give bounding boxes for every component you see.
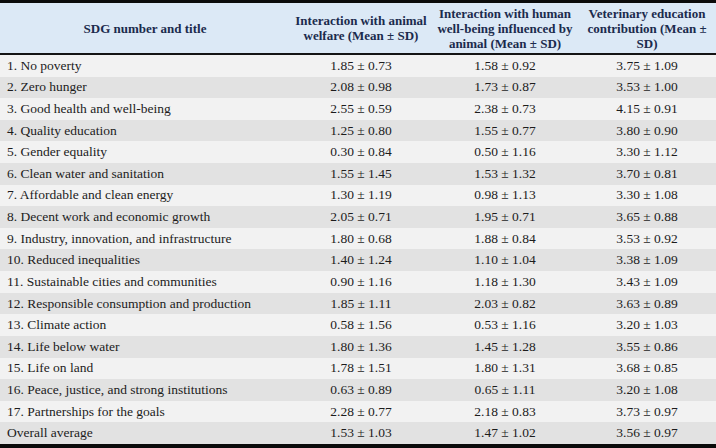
sdg-title-cell: 13. Climate action <box>0 317 290 333</box>
table-row: 6. Clean water and sanitation1.55 ± 1.45… <box>0 163 716 185</box>
table-row: 4. Quality education1.25 ± 0.801.55 ± 0.… <box>0 120 716 142</box>
mean-sd-value-cell: 1.40 ± 1.24 <box>290 252 432 268</box>
sdg-title-cell: 12. Responsible consumption and producti… <box>0 296 290 312</box>
sdg-title-cell: 2. Zero hunger <box>0 79 290 95</box>
mean-sd-value-cell: 0.58 ± 1.56 <box>290 317 432 333</box>
mean-sd-value-cell: 0.63 ± 0.89 <box>290 382 432 398</box>
mean-sd-value-cell: 3.56 ± 0.97 <box>578 425 716 441</box>
sdg-title-cell: 16. Peace, justice, and strong instituti… <box>0 382 290 398</box>
mean-sd-value-cell: 3.80 ± 0.90 <box>578 123 716 139</box>
mean-sd-value-cell: 3.55 ± 0.86 <box>578 339 716 355</box>
mean-sd-value-cell: 3.30 ± 1.12 <box>578 144 716 160</box>
table-row: Overall average1.53 ± 1.031.47 ± 1.023.5… <box>0 422 716 444</box>
mean-sd-value-cell: 1.85 ± 1.11 <box>290 296 432 312</box>
mean-sd-value-cell: 3.73 ± 0.97 <box>578 404 716 420</box>
table-row: 7. Affordable and clean energy1.30 ± 1.1… <box>0 185 716 207</box>
table-row: 9. Industry, innovation, and infrastruct… <box>0 228 716 250</box>
sdg-title-cell: 11. Sustainable cities and communities <box>0 274 290 290</box>
mean-sd-value-cell: 3.68 ± 0.85 <box>578 360 716 376</box>
column-header-sdg-title: SDG number and title <box>0 3 290 53</box>
mean-sd-value-cell: 1.47 ± 1.02 <box>432 425 578 441</box>
sdg-title-cell: 7. Affordable and clean energy <box>0 187 290 203</box>
table-header-row: SDG number and title Interaction with an… <box>0 3 716 55</box>
table-row: 10. Reduced inequalities1.40 ± 1.241.10 … <box>0 249 716 271</box>
mean-sd-value-cell: 1.10 ± 1.04 <box>432 252 578 268</box>
sdg-title-cell: 17. Partnerships for the goals <box>0 404 290 420</box>
mean-sd-value-cell: 1.55 ± 1.45 <box>290 166 432 182</box>
sdg-title-cell: 15. Life on land <box>0 360 290 376</box>
sdg-title-cell: 1. No poverty <box>0 58 290 74</box>
sdg-title-cell: 10. Reduced inequalities <box>0 252 290 268</box>
mean-sd-value-cell: 1.53 ± 1.03 <box>290 425 432 441</box>
mean-sd-value-cell: 3.53 ± 1.00 <box>578 79 716 95</box>
table-row: 11. Sustainable cities and communities0.… <box>0 271 716 293</box>
sdg-title-cell: 9. Industry, innovation, and infrastruct… <box>0 231 290 247</box>
mean-sd-value-cell: 4.15 ± 0.91 <box>578 101 716 117</box>
mean-sd-value-cell: 2.05 ± 0.71 <box>290 209 432 225</box>
mean-sd-value-cell: 1.80 ± 1.36 <box>290 339 432 355</box>
mean-sd-value-cell: 3.53 ± 0.92 <box>578 231 716 247</box>
table-body: 1. No poverty1.85 ± 0.731.58 ± 0.923.75 … <box>0 55 716 444</box>
mean-sd-value-cell: 1.53 ± 1.32 <box>432 166 578 182</box>
sdg-title-cell: 14. Life below water <box>0 339 290 355</box>
mean-sd-value-cell: 3.20 ± 1.08 <box>578 382 716 398</box>
column-header-animal-welfare: Interaction with animal welfare (Mean ± … <box>290 3 432 53</box>
mean-sd-value-cell: 3.43 ± 1.09 <box>578 274 716 290</box>
column-header-human-wellbeing: Interaction with human well-being influe… <box>432 3 578 53</box>
mean-sd-value-cell: 0.98 ± 1.13 <box>432 187 578 203</box>
table-row: 17. Partnerships for the goals2.28 ± 0.7… <box>0 401 716 423</box>
mean-sd-value-cell: 2.03 ± 0.82 <box>432 296 578 312</box>
mean-sd-value-cell: 2.18 ± 0.83 <box>432 404 578 420</box>
sdg-title-cell: 8. Decent work and economic growth <box>0 209 290 225</box>
table-row: 3. Good health and well-being2.55 ± 0.59… <box>0 98 716 120</box>
mean-sd-value-cell: 2.08 ± 0.98 <box>290 79 432 95</box>
table-row: 5. Gender equality0.30 ± 0.840.50 ± 1.16… <box>0 141 716 163</box>
mean-sd-value-cell: 3.30 ± 1.08 <box>578 187 716 203</box>
mean-sd-value-cell: 1.25 ± 0.80 <box>290 123 432 139</box>
table-row: 16. Peace, justice, and strong instituti… <box>0 379 716 401</box>
mean-sd-value-cell: 2.55 ± 0.59 <box>290 101 432 117</box>
mean-sd-value-cell: 0.65 ± 1.11 <box>432 382 578 398</box>
table-row: 1. No poverty1.85 ± 0.731.58 ± 0.923.75 … <box>0 55 716 77</box>
mean-sd-value-cell: 1.73 ± 0.87 <box>432 79 578 95</box>
mean-sd-value-cell: 3.63 ± 0.89 <box>578 296 716 312</box>
table-row: 13. Climate action0.58 ± 1.560.53 ± 1.16… <box>0 314 716 336</box>
table-row: 2. Zero hunger2.08 ± 0.981.73 ± 0.873.53… <box>0 77 716 99</box>
mean-sd-value-cell: 0.90 ± 1.16 <box>290 274 432 290</box>
mean-sd-value-cell: 1.78 ± 1.51 <box>290 360 432 376</box>
mean-sd-value-cell: 2.38 ± 0.73 <box>432 101 578 117</box>
sdg-title-cell: 5. Gender equality <box>0 144 290 160</box>
mean-sd-value-cell: 2.28 ± 0.77 <box>290 404 432 420</box>
mean-sd-value-cell: 0.53 ± 1.16 <box>432 317 578 333</box>
column-header-vet-education: Veterinary education contribution (Mean … <box>578 3 716 53</box>
mean-sd-value-cell: 0.50 ± 1.16 <box>432 144 578 160</box>
mean-sd-value-cell: 1.85 ± 0.73 <box>290 58 432 74</box>
sdg-title-cell: 6. Clean water and sanitation <box>0 166 290 182</box>
mean-sd-value-cell: 0.30 ± 0.84 <box>290 144 432 160</box>
mean-sd-value-cell: 1.80 ± 1.31 <box>432 360 578 376</box>
sdg-title-cell: 4. Quality education <box>0 123 290 139</box>
mean-sd-value-cell: 1.95 ± 0.71 <box>432 209 578 225</box>
table-row: 14. Life below water1.80 ± 1.361.45 ± 1.… <box>0 336 716 358</box>
table-row: 12. Responsible consumption and producti… <box>0 293 716 315</box>
mean-sd-value-cell: 3.70 ± 0.81 <box>578 166 716 182</box>
mean-sd-value-cell: 3.38 ± 1.09 <box>578 252 716 268</box>
mean-sd-value-cell: 1.88 ± 0.84 <box>432 231 578 247</box>
mean-sd-value-cell: 1.45 ± 1.28 <box>432 339 578 355</box>
mean-sd-value-cell: 3.75 ± 1.09 <box>578 58 716 74</box>
table-row: 8. Decent work and economic growth2.05 ±… <box>0 206 716 228</box>
mean-sd-value-cell: 1.30 ± 1.19 <box>290 187 432 203</box>
mean-sd-value-cell: 1.80 ± 0.68 <box>290 231 432 247</box>
sdg-ratings-table: SDG number and title Interaction with an… <box>0 0 716 448</box>
mean-sd-value-cell: 1.18 ± 1.30 <box>432 274 578 290</box>
table-row: 15. Life on land1.78 ± 1.511.80 ± 1.313.… <box>0 358 716 380</box>
sdg-title-cell: 3. Good health and well-being <box>0 101 290 117</box>
sdg-title-cell: Overall average <box>0 425 290 441</box>
mean-sd-value-cell: 3.65 ± 0.88 <box>578 209 716 225</box>
mean-sd-value-cell: 1.55 ± 0.77 <box>432 123 578 139</box>
mean-sd-value-cell: 1.58 ± 0.92 <box>432 58 578 74</box>
mean-sd-value-cell: 3.20 ± 1.03 <box>578 317 716 333</box>
